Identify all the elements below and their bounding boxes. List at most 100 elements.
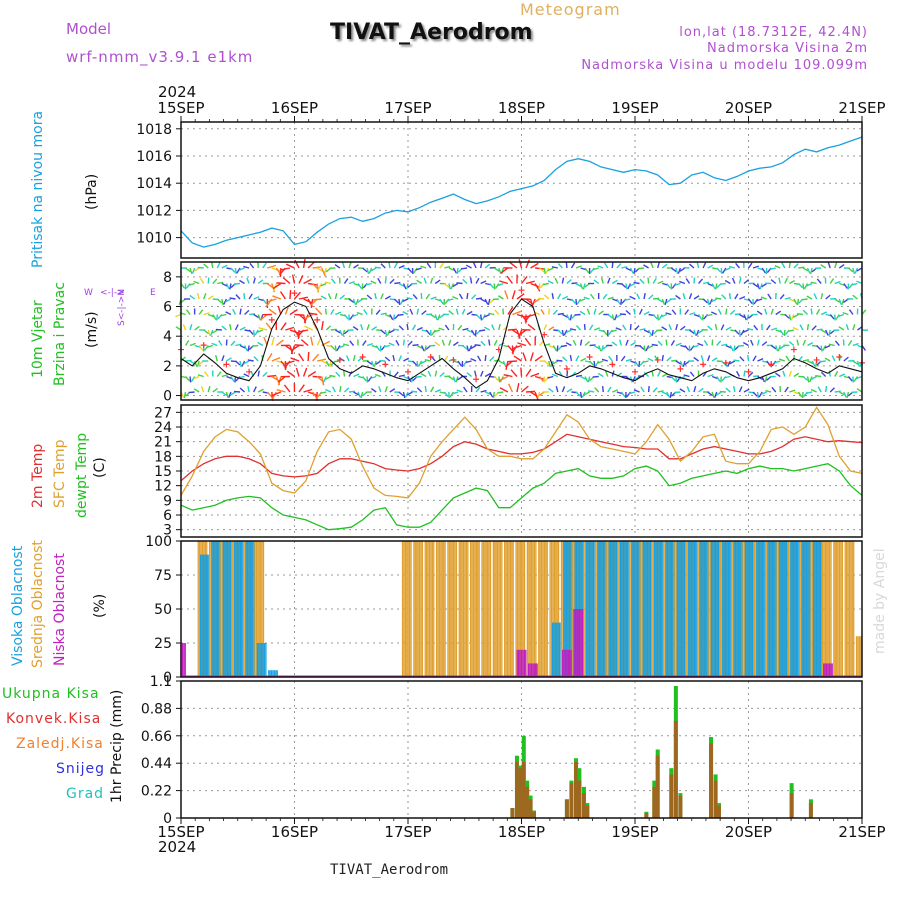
precip-conv-bar: [514, 761, 519, 818]
wind-barb: [856, 267, 863, 272]
wind-barb: [423, 277, 427, 284]
wind-barb: [756, 339, 760, 346]
wind-barb: [353, 264, 359, 269]
wind-barb: [466, 372, 473, 378]
wind-barb: [225, 339, 228, 346]
wind-barb: [782, 370, 786, 377]
wind-barb: [248, 293, 253, 300]
wind-barb: [424, 385, 427, 393]
wind-barb: [466, 329, 473, 333]
wind-barb: [243, 345, 248, 352]
wind-barb: [679, 267, 686, 272]
wind-barb: [697, 329, 704, 334]
wind-barb: [438, 327, 445, 331]
wind-barb: [452, 391, 459, 395]
wind-barb: [756, 283, 761, 290]
wind-barb: [666, 356, 672, 362]
wind-barb: [693, 329, 697, 336]
ytick-label-p2: 15: [154, 464, 172, 480]
wind-barb: [851, 282, 858, 286]
wind-barb: [566, 388, 573, 393]
wind-barb: [700, 355, 704, 362]
wind-barb: [740, 329, 745, 336]
wind-barb: [480, 340, 486, 347]
wind-barb: [286, 263, 295, 269]
wind-barb: [793, 263, 799, 269]
wind-barb: [427, 370, 432, 377]
wind-barb: [810, 281, 817, 285]
wind-barb: [697, 342, 704, 347]
wind-barb: [802, 309, 809, 315]
wind-barb: [470, 344, 477, 350]
wind-barb: [497, 295, 504, 300]
wind-barb: [820, 345, 823, 352]
wind-barb: [820, 371, 827, 377]
wind-barb: [494, 283, 500, 289]
wind-barb: [647, 357, 654, 362]
wind-barb: [226, 375, 233, 380]
wind-gust-mark: [359, 353, 366, 360]
wind-barb: [392, 354, 396, 362]
wind-barb: [569, 314, 573, 321]
wind-barb: [675, 324, 679, 331]
wind-barb: [254, 329, 259, 336]
wind-barb: [525, 259, 531, 269]
wind-barb: [283, 384, 291, 393]
wind-barb: [761, 282, 768, 288]
wind-barb: [656, 329, 663, 332]
precip-graupel-label: Grad: [66, 786, 105, 802]
wind-barb: [298, 296, 308, 300]
wind-barb: [696, 261, 700, 269]
wind-barb: [543, 267, 546, 275]
wind-barb: [415, 375, 422, 379]
wind-gust-mark: [314, 316, 321, 323]
wind-barb: [420, 265, 427, 269]
wind-barb: [335, 371, 341, 377]
wind-barb: [796, 339, 800, 346]
wind-barb: [843, 298, 849, 304]
wind-barb: [380, 329, 386, 335]
wind-barb: [774, 372, 781, 378]
wind-barb: [538, 283, 541, 290]
wind-barb: [738, 386, 743, 393]
wind-barb: [443, 355, 449, 362]
ytick-label-p2: 6: [163, 508, 172, 524]
xtick-label-bottom: 21SEP: [838, 823, 885, 841]
wind-barb: [293, 291, 301, 300]
wind-barb: [188, 282, 195, 286]
wind-barb: [799, 324, 804, 331]
wind-barb: [725, 326, 732, 331]
wind-barb: [290, 357, 300, 362]
wind-barb: [221, 264, 228, 269]
meteogram-subtitle: Meteogram: [520, 0, 621, 19]
precip-conv-bar: [581, 793, 586, 818]
wind-barb: [539, 267, 545, 273]
wind-barb: [241, 360, 246, 367]
wind-barb: [345, 355, 350, 362]
ytick-label-p1: 4: [163, 329, 172, 345]
wind-barb: [552, 309, 558, 315]
wind-barb: [397, 313, 404, 317]
wind-barb: [331, 386, 336, 393]
wind-barb: [715, 297, 722, 300]
wind-barb: [829, 314, 835, 320]
wind-barb: [316, 337, 322, 346]
wind-barb: [600, 277, 604, 284]
wind-barb: [265, 322, 273, 331]
wind-gust-mark: [223, 361, 230, 368]
wind-barb: [625, 267, 632, 272]
wind-barb: [398, 391, 404, 397]
wind-barb: [827, 262, 831, 269]
wind-barb: [829, 387, 835, 393]
ytick-label-p4: 0.66: [141, 729, 172, 745]
wind-barb: [714, 391, 718, 398]
wind-barb: [280, 322, 287, 331]
wind-barb: [384, 277, 387, 284]
wind-barb: [703, 340, 709, 346]
mid-cloud-label: Srednja Oblacnost: [30, 540, 46, 668]
wind-barb: [295, 367, 300, 377]
xtick-label-bottom: 20SEP: [725, 823, 772, 841]
wind-barb: [247, 385, 250, 393]
wind-barb: [366, 342, 374, 347]
wind-barb: [717, 308, 722, 315]
